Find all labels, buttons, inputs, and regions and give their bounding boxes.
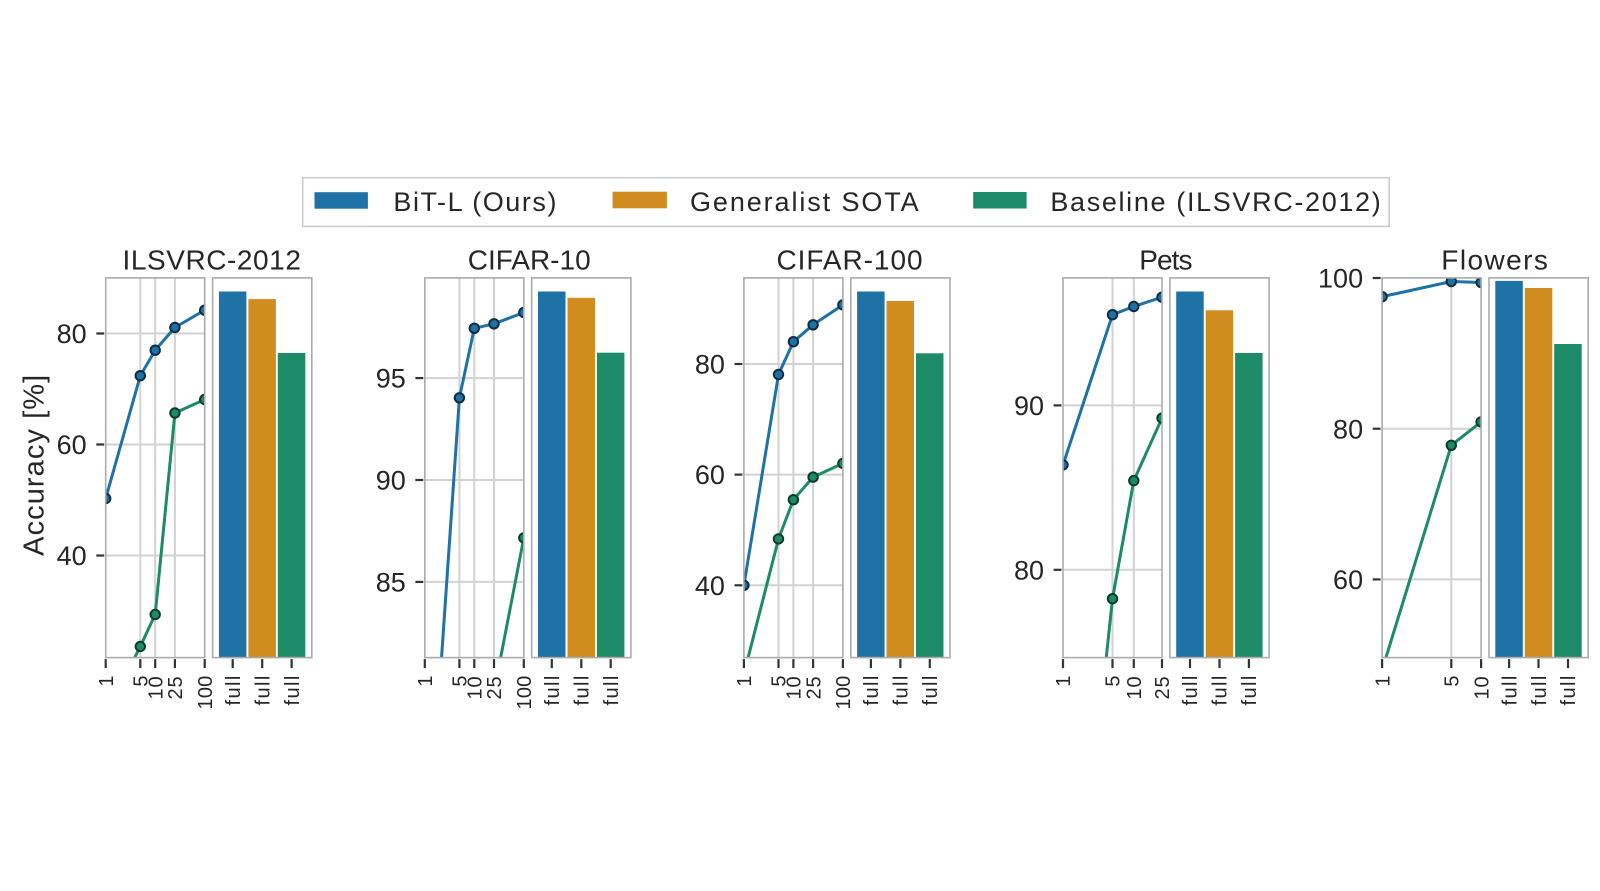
svg-text:25: 25 (484, 676, 506, 700)
svg-text:Generalist SOTA: Generalist SOTA (690, 187, 921, 217)
svg-text:1: 1 (96, 676, 118, 687)
svg-text:40: 40 (695, 571, 725, 601)
svg-text:100: 100 (1318, 264, 1363, 294)
svg-text:full: full (223, 674, 245, 705)
svg-text:60: 60 (57, 430, 87, 460)
svg-text:25: 25 (803, 676, 825, 700)
svg-text:1: 1 (1053, 676, 1075, 687)
svg-text:100: 100 (833, 676, 855, 710)
svg-text:80: 80 (1014, 555, 1044, 585)
svg-text:full: full (252, 674, 274, 705)
svg-text:90: 90 (376, 466, 406, 496)
svg-text:full: full (572, 674, 594, 705)
svg-text:Pets: Pets (1139, 245, 1191, 276)
svg-text:full: full (1180, 674, 1202, 705)
svg-text:10: 10 (1471, 676, 1493, 700)
svg-text:5: 5 (131, 676, 153, 687)
svg-text:10: 10 (784, 676, 806, 700)
svg-text:100: 100 (514, 676, 536, 710)
svg-text:full: full (601, 674, 623, 705)
svg-text:85: 85 (376, 568, 406, 598)
svg-text:full: full (861, 674, 883, 705)
svg-text:100: 100 (195, 676, 217, 710)
svg-text:25: 25 (1152, 676, 1174, 700)
svg-text:5: 5 (1442, 676, 1464, 687)
svg-text:full: full (920, 674, 942, 705)
svg-text:95: 95 (376, 364, 406, 394)
svg-text:full: full (891, 674, 913, 705)
svg-text:full: full (1210, 674, 1232, 705)
svg-text:25: 25 (165, 676, 187, 700)
svg-text:ILSVRC-2012: ILSVRC-2012 (123, 245, 302, 276)
svg-text:10: 10 (465, 676, 487, 700)
svg-text:5: 5 (1103, 676, 1125, 687)
svg-text:Baseline (ILSVRC-2012): Baseline (ILSVRC-2012) (1050, 187, 1382, 217)
svg-text:full: full (1558, 674, 1580, 705)
svg-text:80: 80 (57, 319, 87, 349)
svg-text:10: 10 (145, 676, 167, 700)
svg-text:10: 10 (1124, 676, 1146, 700)
svg-text:CIFAR-10: CIFAR-10 (468, 245, 591, 276)
svg-text:BiT-L (Ours): BiT-L (Ours) (393, 187, 558, 217)
svg-text:CIFAR-100: CIFAR-100 (777, 245, 924, 276)
svg-text:full: full (1529, 674, 1551, 705)
svg-text:full: full (542, 674, 564, 705)
svg-text:5: 5 (769, 676, 791, 687)
svg-text:5: 5 (450, 676, 472, 687)
svg-text:full: full (1499, 674, 1521, 705)
svg-text:80: 80 (695, 350, 725, 380)
svg-text:full: full (1239, 674, 1261, 705)
svg-text:60: 60 (695, 460, 725, 490)
svg-text:Accuracy [%]: Accuracy [%] (19, 374, 51, 556)
svg-text:full: full (282, 674, 304, 705)
svg-text:1: 1 (415, 676, 437, 687)
svg-text:60: 60 (1333, 565, 1363, 595)
svg-text:Flowers: Flowers (1441, 245, 1549, 276)
svg-text:1: 1 (734, 676, 756, 687)
svg-text:80: 80 (1333, 414, 1363, 444)
svg-text:40: 40 (57, 541, 87, 571)
svg-text:90: 90 (1014, 391, 1044, 421)
svg-text:1: 1 (1372, 676, 1394, 687)
